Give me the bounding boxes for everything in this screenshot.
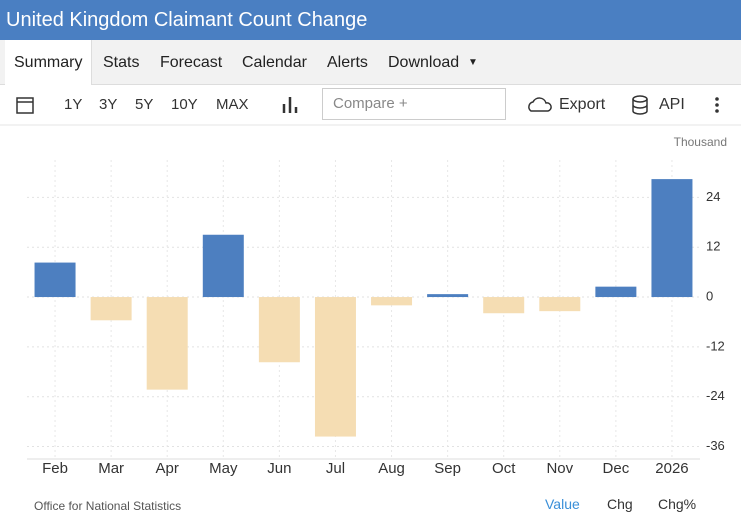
x-tick-label: Apr xyxy=(156,460,179,477)
range-button[interactable]: 5Y xyxy=(135,96,154,113)
bar xyxy=(90,297,132,321)
bar xyxy=(539,297,581,312)
bar xyxy=(651,179,693,298)
bar xyxy=(483,297,525,314)
tab[interactable]: Summary xyxy=(5,40,93,85)
api-icon[interactable] xyxy=(632,95,648,115)
menu-icon[interactable] xyxy=(715,97,719,113)
x-tick-label: Aug xyxy=(378,460,405,477)
compare-input[interactable]: Compare + xyxy=(322,88,506,120)
export-button[interactable]: Export xyxy=(559,96,606,113)
x-tick-label: Feb xyxy=(42,460,68,477)
bar xyxy=(34,262,76,298)
x-tick-label: Nov xyxy=(546,460,573,477)
bar xyxy=(314,297,356,437)
tab[interactable]: Calendar xyxy=(242,54,307,71)
tab[interactable]: Download xyxy=(388,54,460,71)
x-tick-label: 2026 xyxy=(655,460,688,477)
range-button[interactable]: 1Y xyxy=(64,96,83,113)
chart-type-icon[interactable] xyxy=(282,97,298,113)
y-tick-label: 24 xyxy=(706,189,720,204)
x-tick-label: Dec xyxy=(603,460,630,477)
y-tick-label: -36 xyxy=(706,438,725,453)
view-button[interactable]: Chg xyxy=(607,496,633,512)
bar xyxy=(146,297,188,390)
y-tick-label: -12 xyxy=(706,338,725,353)
api-button[interactable]: API xyxy=(659,96,685,113)
view-button[interactable]: Value xyxy=(545,496,580,512)
tab[interactable]: Forecast xyxy=(160,54,223,71)
calendar-icon[interactable] xyxy=(16,97,34,114)
dropdown-caret[interactable]: ▼ xyxy=(468,57,478,68)
y-tick-label: 0 xyxy=(706,288,713,303)
tab-bar: Summary Stats Forecast Calendar Alerts D… xyxy=(0,40,741,85)
x-tick-label: Jul xyxy=(326,460,345,477)
bar xyxy=(258,297,300,363)
title-bar: United Kingdom Claimant Count Change xyxy=(0,0,741,40)
bar xyxy=(595,286,637,298)
x-tick-label: Jun xyxy=(267,460,291,477)
x-tick-label: Oct xyxy=(492,460,516,477)
range-button[interactable]: MAX xyxy=(216,96,249,113)
bar xyxy=(371,297,413,306)
range-button[interactable]: 3Y xyxy=(99,96,118,113)
y-tick-label: -24 xyxy=(706,388,725,403)
source: Office for National Statistics xyxy=(34,499,182,513)
unit-label: Thousand xyxy=(674,135,727,149)
bar xyxy=(427,294,469,298)
tab[interactable]: Stats xyxy=(103,54,140,71)
x-tick-label: May xyxy=(209,460,238,477)
bar xyxy=(202,234,244,298)
tab[interactable]: Alerts xyxy=(327,54,368,71)
export-icon[interactable] xyxy=(528,97,552,112)
x-tick-label: Sep xyxy=(434,460,461,477)
y-tick-label: 12 xyxy=(706,239,720,254)
x-tick-label: Mar xyxy=(98,460,124,477)
view-button[interactable]: Chg% xyxy=(658,496,697,512)
range-button[interactable]: 10Y xyxy=(171,96,198,113)
